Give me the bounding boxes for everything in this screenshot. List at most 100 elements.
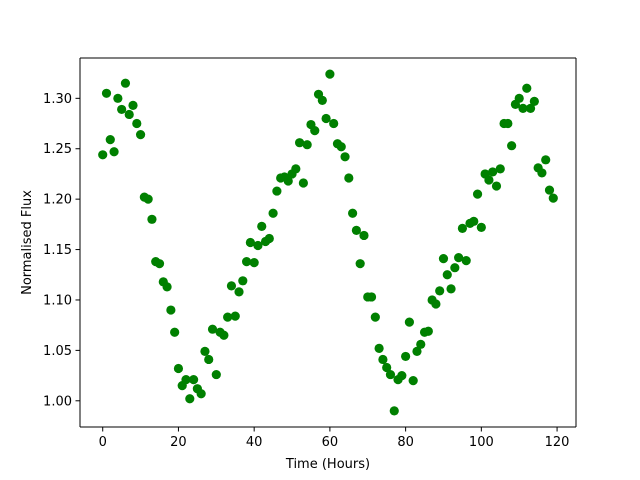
data-point [124, 109, 134, 120]
data-point [344, 173, 354, 183]
data-point [461, 256, 471, 266]
data-point [166, 305, 176, 315]
data-point [249, 258, 259, 268]
data-point [135, 130, 146, 140]
y-tick-label: 1.10 [43, 293, 72, 308]
data-point [272, 186, 282, 196]
data-point [442, 270, 452, 280]
x-ticks: 0 20 40 60 80 100 120 [99, 427, 570, 450]
x-tick-label: 100 [469, 435, 494, 450]
data-point [132, 118, 142, 129]
data-point [385, 369, 396, 380]
data-point [295, 138, 305, 148]
data-point [370, 312, 380, 322]
data-point [173, 363, 184, 374]
data-point [488, 167, 498, 177]
data-point [544, 185, 555, 195]
x-tick-label: 40 [246, 435, 263, 450]
data-point [412, 346, 422, 356]
y-tick-label: 1.05 [43, 344, 72, 359]
axes [79, 57, 577, 428]
data-point [446, 284, 456, 294]
data-point [438, 254, 449, 264]
data-point [242, 257, 252, 267]
data-point [435, 286, 445, 296]
data-point [162, 282, 172, 292]
x-tick-label: 60 [322, 435, 339, 450]
data-point [264, 233, 274, 244]
y-ticks: 1.00 1.05 1.10 1.15 1.20 1.25 1.30 [43, 92, 80, 409]
y-tick-label: 1.00 [43, 394, 72, 409]
x-tick-label: 80 [397, 435, 414, 450]
data-point [204, 354, 214, 365]
data-point [404, 317, 414, 327]
data-point [329, 118, 339, 129]
data-point [518, 103, 528, 114]
data-point [431, 299, 441, 309]
data-point [416, 339, 426, 349]
data-point [548, 193, 558, 203]
data-point [188, 375, 199, 385]
data-point [522, 83, 532, 93]
data-point [291, 164, 301, 174]
data-point [355, 259, 365, 269]
data-point [117, 104, 127, 115]
data-point [170, 327, 180, 337]
data-point [185, 394, 195, 404]
data-point [226, 281, 237, 291]
data-point [514, 93, 524, 103]
data-point [484, 175, 494, 185]
data-point [196, 389, 206, 399]
data-point [211, 369, 221, 380]
data-point [374, 343, 384, 353]
data-point [351, 225, 361, 235]
data-point [298, 178, 308, 188]
data-point [423, 326, 433, 336]
data-points [98, 69, 558, 416]
data-point [238, 276, 248, 286]
data-point [401, 351, 411, 362]
data-point [348, 208, 358, 218]
x-tick-label: 0 [99, 435, 107, 450]
data-point [98, 150, 108, 160]
y-tick-label: 1.20 [43, 193, 72, 208]
data-point [207, 324, 218, 334]
data-point [454, 253, 464, 263]
data-point [109, 147, 119, 157]
data-point [219, 330, 229, 340]
data-point [507, 141, 517, 151]
data-point [340, 152, 350, 162]
data-point [223, 312, 233, 322]
x-tick-label: 120 [545, 435, 570, 450]
data-point [491, 181, 502, 191]
x-axis-label: Time (Hours) [285, 457, 370, 472]
data-point [181, 375, 191, 385]
data-point [283, 176, 293, 186]
data-point [120, 78, 131, 88]
data-point [317, 95, 327, 105]
data-point [537, 168, 547, 178]
data-point [105, 135, 115, 145]
data-point [257, 221, 267, 231]
data-point [268, 208, 278, 218]
data-point [472, 189, 483, 199]
data-point [302, 140, 312, 150]
data-point [143, 194, 153, 204]
data-point [397, 370, 407, 381]
y-tick-label: 1.25 [43, 142, 72, 157]
plot-area [80, 58, 576, 427]
data-point [476, 222, 486, 232]
data-point [382, 362, 392, 373]
data-point [253, 240, 263, 251]
data-point [101, 88, 112, 98]
data-point [325, 69, 335, 79]
data-point [234, 287, 244, 297]
data-point [450, 263, 460, 273]
y-tick-label: 1.30 [43, 92, 72, 107]
data-point [336, 142, 346, 152]
y-tick-label: 1.15 [43, 243, 72, 258]
data-point [366, 292, 377, 302]
data-point [389, 406, 399, 416]
data-point [408, 376, 418, 386]
